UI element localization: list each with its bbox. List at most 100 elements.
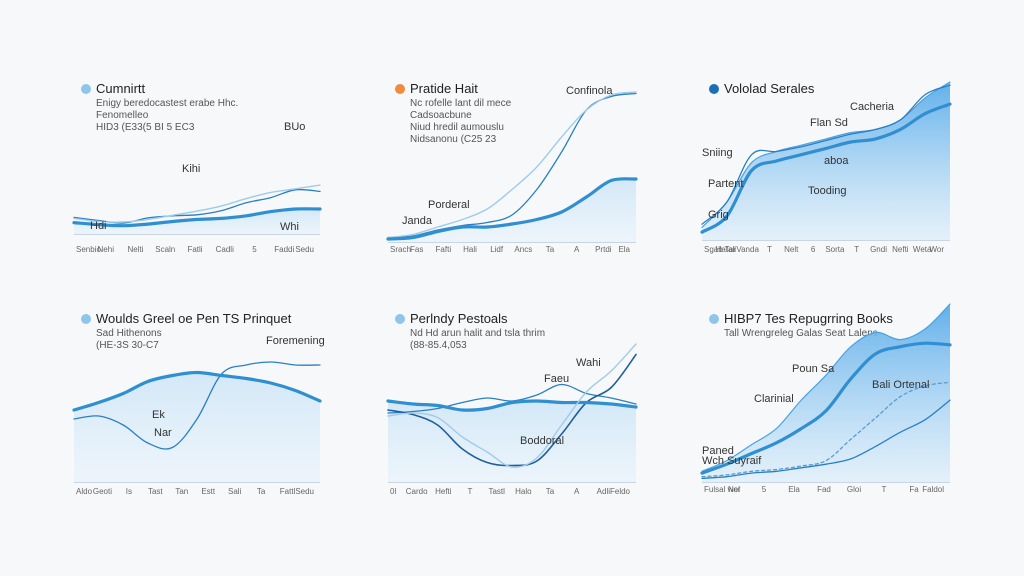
chart-subtitle: Enigy beredocastest erabe Hhc. <box>96 98 238 109</box>
chart-subtitle: Cadsoacbune <box>410 110 472 121</box>
x-tick-label: Fafti <box>436 245 452 254</box>
x-tick-label: Senbio <box>76 245 101 254</box>
chart-title: Vololad Serales <box>724 81 815 96</box>
chart-annotation: Faeu <box>544 373 569 385</box>
chart-subtitle: (88-85.4,053 <box>410 340 467 351</box>
chart-annotation: Grig <box>708 209 729 221</box>
legend-dot-icon <box>81 314 91 324</box>
chart-annotation: Hdi <box>90 220 107 232</box>
x-tick-label: Sedu <box>295 487 314 496</box>
chart-subtitle: (HE-3S 30-C7 <box>96 340 159 351</box>
x-tick-label: Scaln <box>155 245 175 254</box>
x-tick-label: Sorta <box>825 245 845 254</box>
chart-svg: Cumnirtt Enigy beredocastest erabe Hhc.Fe… <box>72 81 322 254</box>
x-tick-label: Faddi <box>274 245 294 254</box>
chart-annotation: Janda <box>402 215 433 227</box>
x-tick-label: T <box>854 245 859 254</box>
x-tick-label: T <box>767 245 772 254</box>
chart-annotation: Cacheria <box>850 101 895 113</box>
x-tick-label: Nel <box>728 485 740 494</box>
series-line-faint <box>387 343 637 468</box>
chart-subtitle: Tall Wrengreleg Galas Seat Lalens <box>724 328 878 339</box>
x-tick-label: Ta <box>546 487 555 496</box>
legend-dot-icon <box>709 314 719 324</box>
series-line-dashed <box>701 381 951 478</box>
series-line-main <box>72 370 322 412</box>
legend-dot-icon <box>395 314 405 324</box>
series-line-thin <box>73 188 321 224</box>
chart-annotation: Paned <box>702 445 734 457</box>
series-line-thin <box>701 84 951 225</box>
series-fill-main <box>388 401 636 482</box>
x-tick-label: Sgab Tar <box>704 245 736 254</box>
x-tick-label: Vanda <box>736 245 759 254</box>
x-tick-label: Fattl <box>280 487 296 496</box>
x-tick-label: 6 <box>811 245 816 254</box>
x-tick-label: Cardo <box>406 487 428 496</box>
x-tick-label: A <box>574 245 580 254</box>
x-tick-label: T <box>882 485 887 494</box>
series-line-main <box>72 207 322 228</box>
series-line-dark <box>387 353 637 467</box>
x-tick-label: Aldo <box>76 487 93 496</box>
chart-panel-1: Cumnirtt Enigy beredocastest erabe Hhc. Fe… <box>72 72 326 272</box>
chart-annotation: Kihi <box>182 163 200 175</box>
x-tick-label: Ancs <box>514 245 532 254</box>
chart-title: HIBP7 Tes Repugrring Books <box>724 311 893 326</box>
chart-annotation: Boddoral <box>520 435 564 447</box>
chart-subtitle: Niud hredil aumouslu <box>410 122 504 133</box>
chart-title: Perlndy Pestoals <box>410 311 508 326</box>
chart-annotation: Bali Ortenal <box>872 379 929 391</box>
x-tick-label: A <box>574 487 580 496</box>
legend-dot-icon <box>395 84 405 94</box>
chart-title: Cumnirtt <box>96 81 146 96</box>
x-tick-label: Is <box>126 487 132 496</box>
x-tick-label: Sali <box>228 487 242 496</box>
x-tick-label: Weta <box>913 245 932 254</box>
series-line-faint <box>387 91 637 239</box>
x-tick-label: Sedu <box>295 245 314 254</box>
chart-annotation: aboa <box>824 155 849 167</box>
x-tick-label: T <box>468 487 473 496</box>
x-tick-label: Nefti <box>892 245 909 254</box>
x-tick-label: Gndi <box>870 245 887 254</box>
x-tick-label: Feldo <box>610 487 631 496</box>
x-tick-label: Fulsal wor <box>704 485 741 494</box>
chart-annotation: BUo <box>284 121 305 133</box>
series-line-main <box>700 102 952 234</box>
x-tick-label: Fad <box>817 485 831 494</box>
chart-title: Woulds Greel oe Pen TS Prinquet <box>96 311 292 326</box>
x-tick-label: Adli <box>597 487 611 496</box>
chart-annotation: Wch Suyraif <box>702 455 762 467</box>
series-line-main <box>386 177 638 241</box>
x-tick-label: Nelti <box>127 245 143 254</box>
chart-annotation: Porderal <box>428 199 470 211</box>
chart-subtitle: Nc rofelle lant dil mece <box>410 98 512 109</box>
x-tick-label: 5 <box>762 485 767 494</box>
x-tick-label: Ela <box>618 245 630 254</box>
legend-dot-icon <box>709 84 719 94</box>
x-tick-label: Gloi <box>847 485 861 494</box>
series-line-area <box>701 303 951 472</box>
chart-subtitle: Nd Hd arun halit and tsla thrim <box>410 328 545 339</box>
chart-annotation: Wahi <box>576 357 601 369</box>
x-tick-label: Prtdi <box>595 245 612 254</box>
x-tick-label: Nehi <box>98 245 115 254</box>
series-line-thin <box>73 361 321 450</box>
x-tick-label: Geoti <box>93 487 112 496</box>
legend-dot-icon <box>81 84 91 94</box>
x-tick-label: Hatali <box>716 245 737 254</box>
chart-annotation: Nar <box>154 427 172 439</box>
chart-subtitle: Sad Hithenons <box>96 328 162 339</box>
x-tick-label: Ela <box>788 485 800 494</box>
series-fill-main <box>74 372 320 482</box>
series-line-area <box>701 81 951 228</box>
x-tick-label: Tan <box>175 487 188 496</box>
chart-svg: HIBP7 Tes Repugrring Books Tall Wrengrele… <box>700 303 952 494</box>
x-tick-label: Hali <box>463 245 477 254</box>
x-tick-label: Faldol <box>922 485 944 494</box>
chart-subtitle: HID3 (E33(5 BI 5 EC3 <box>96 122 195 133</box>
chart-panel-2: Pratide Hait Nc rofelle lant dil mece Cads… <box>386 72 640 272</box>
